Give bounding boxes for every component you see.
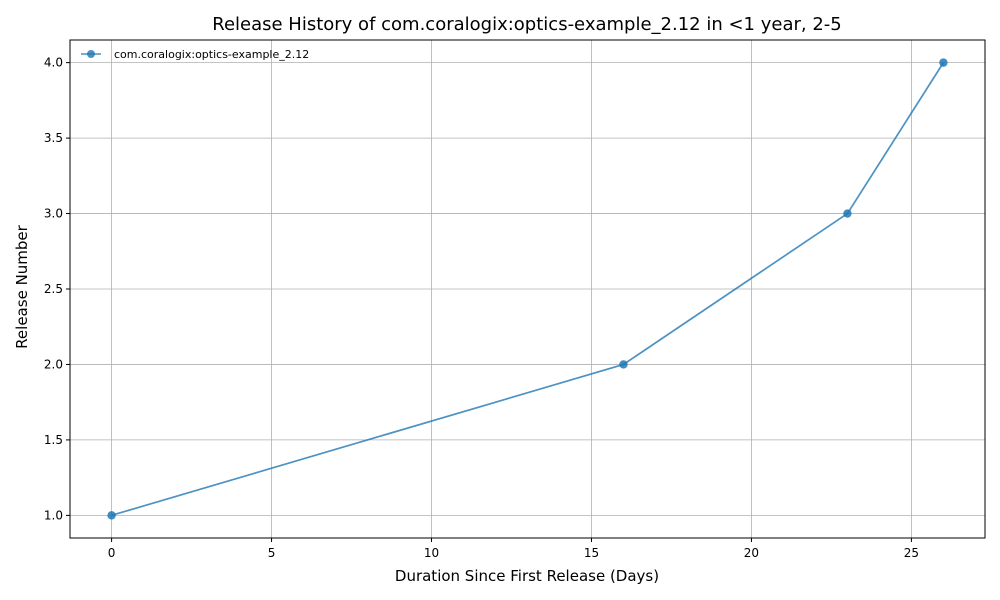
data-point xyxy=(107,511,116,520)
y-axis-label: Release Number xyxy=(13,224,31,348)
data-point xyxy=(619,360,628,369)
x-axis-label: Duration Since First Release (Days) xyxy=(395,567,659,585)
series-layer xyxy=(107,58,948,520)
x-tick-label: 20 xyxy=(744,546,759,560)
x-tick-label: 5 xyxy=(268,546,276,560)
legend: com.coralogix:optics-example_2.12 xyxy=(81,48,309,61)
grid-lines xyxy=(70,40,985,538)
chart-title: Release History of com.coralogix:optics-… xyxy=(212,14,841,35)
y-tick-label: 3.5 xyxy=(44,131,63,145)
series-line xyxy=(111,62,945,517)
x-axis-ticks: 0 5 10 15 20 25 xyxy=(108,538,919,560)
x-tick-label: 25 xyxy=(904,546,919,560)
x-tick-label: 15 xyxy=(584,546,599,560)
y-tick-label: 1.0 xyxy=(44,508,63,522)
y-tick-label: 3.0 xyxy=(44,207,63,221)
data-point xyxy=(843,209,852,218)
y-tick-label: 2.5 xyxy=(44,282,63,296)
x-tick-label: 10 xyxy=(424,546,439,560)
y-tick-label: 2.0 xyxy=(44,357,63,371)
data-point xyxy=(939,58,948,67)
x-tick-label: 0 xyxy=(108,546,116,560)
y-axis-ticks: 1.0 1.5 2.0 2.5 3.0 3.5 4.0 xyxy=(44,56,70,522)
legend-label: com.coralogix:optics-example_2.12 xyxy=(114,48,309,61)
y-tick-label: 1.5 xyxy=(44,433,63,447)
y-tick-label: 4.0 xyxy=(44,56,63,70)
legend-point-marker xyxy=(87,50,95,58)
